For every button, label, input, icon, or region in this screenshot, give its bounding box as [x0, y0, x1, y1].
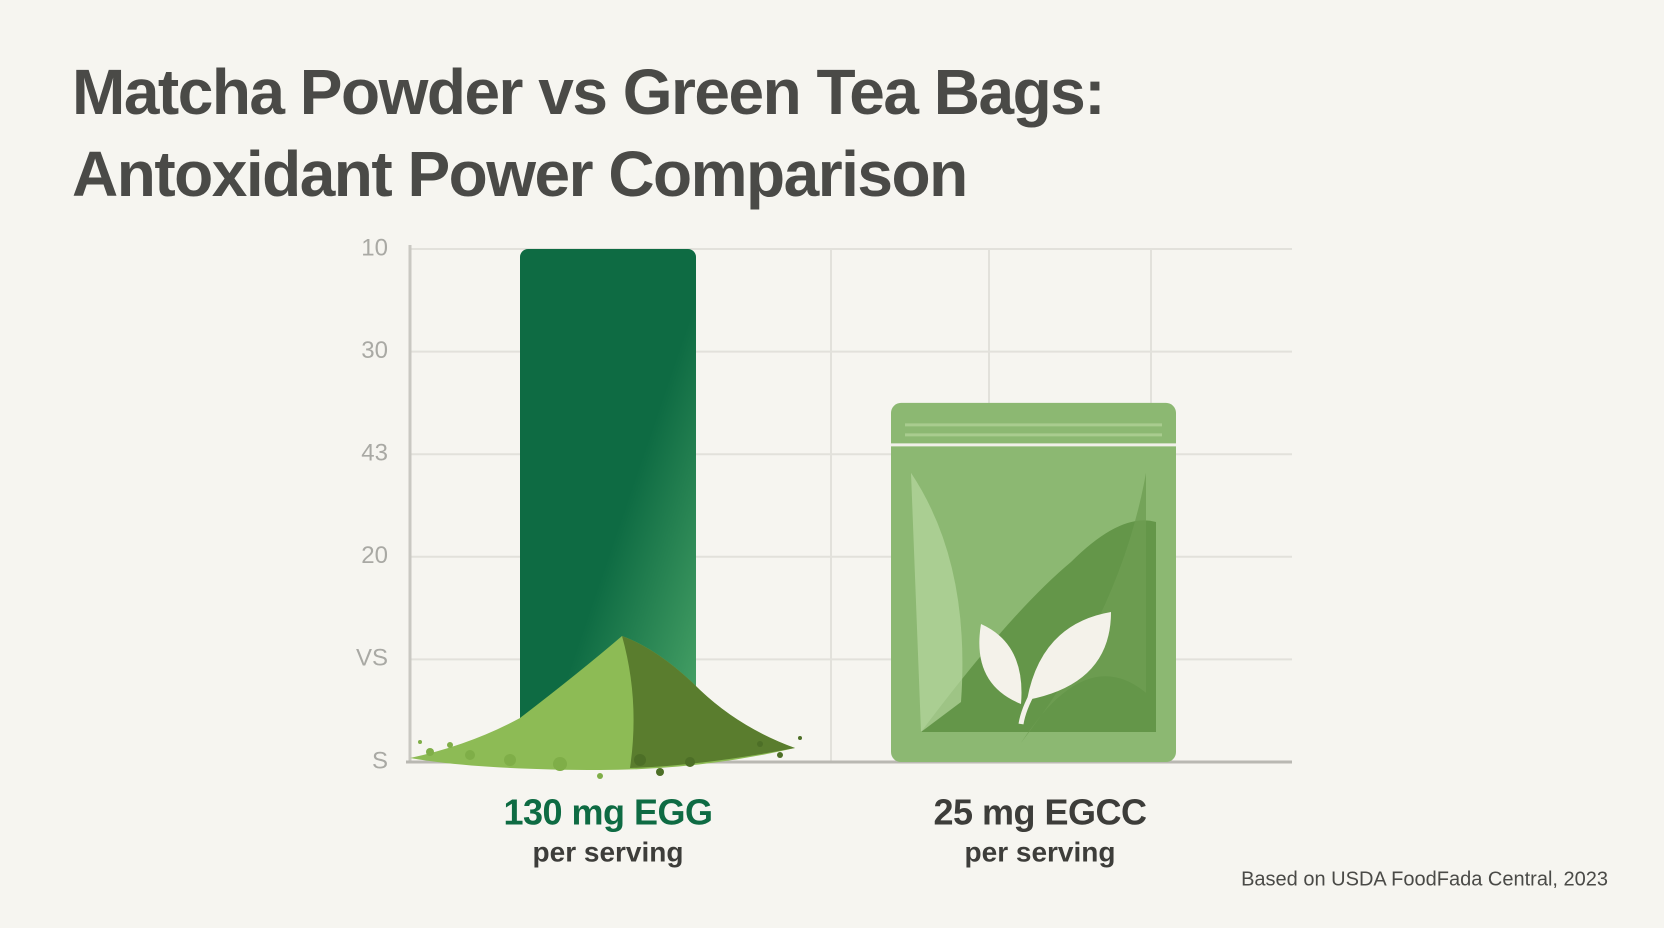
category-label: 25 mg EGCC — [933, 792, 1147, 833]
powder-speck — [426, 748, 434, 756]
powder-speck — [634, 754, 646, 766]
source-note: Based on USDA FoodFada Central, 2023 — [1241, 868, 1608, 890]
powder-speck — [798, 736, 802, 740]
leaf-icon — [979, 624, 1022, 704]
powder-speck — [553, 757, 567, 771]
y-tick-label: S — [372, 747, 388, 774]
y-tick-label: 20 — [361, 542, 388, 569]
y-tick-label: 30 — [361, 337, 388, 364]
powder-speck — [656, 768, 664, 776]
y-tick-label: 43 — [361, 440, 388, 467]
bag-shade — [921, 520, 1156, 732]
category-subtitle: per serving — [965, 836, 1116, 867]
leaf-icon — [1027, 612, 1111, 700]
powder-speck — [504, 754, 516, 766]
bar — [520, 249, 696, 762]
category-subtitle: per serving — [533, 836, 684, 867]
powder-pile-shade — [622, 636, 795, 768]
powder-speck — [597, 773, 603, 779]
category-label: 130 mg EGG — [503, 792, 712, 833]
y-tick-label: VS — [356, 645, 388, 672]
powder-speck — [418, 740, 422, 744]
powder-speck — [685, 757, 695, 767]
powder-speck — [777, 752, 783, 758]
powder-speck — [757, 741, 763, 747]
bag-shine — [911, 472, 963, 732]
chart-title: Antoxidant Power Comparison — [72, 138, 967, 210]
powder-speck — [465, 750, 475, 760]
bag-dark — [1021, 472, 1146, 743]
chart-title: Matcha Powder vs Green Tea Bags: — [72, 56, 1104, 128]
powder-speck — [447, 742, 453, 748]
y-tick-label: 10 — [361, 234, 388, 261]
leaf-stem — [1018, 652, 1063, 725]
